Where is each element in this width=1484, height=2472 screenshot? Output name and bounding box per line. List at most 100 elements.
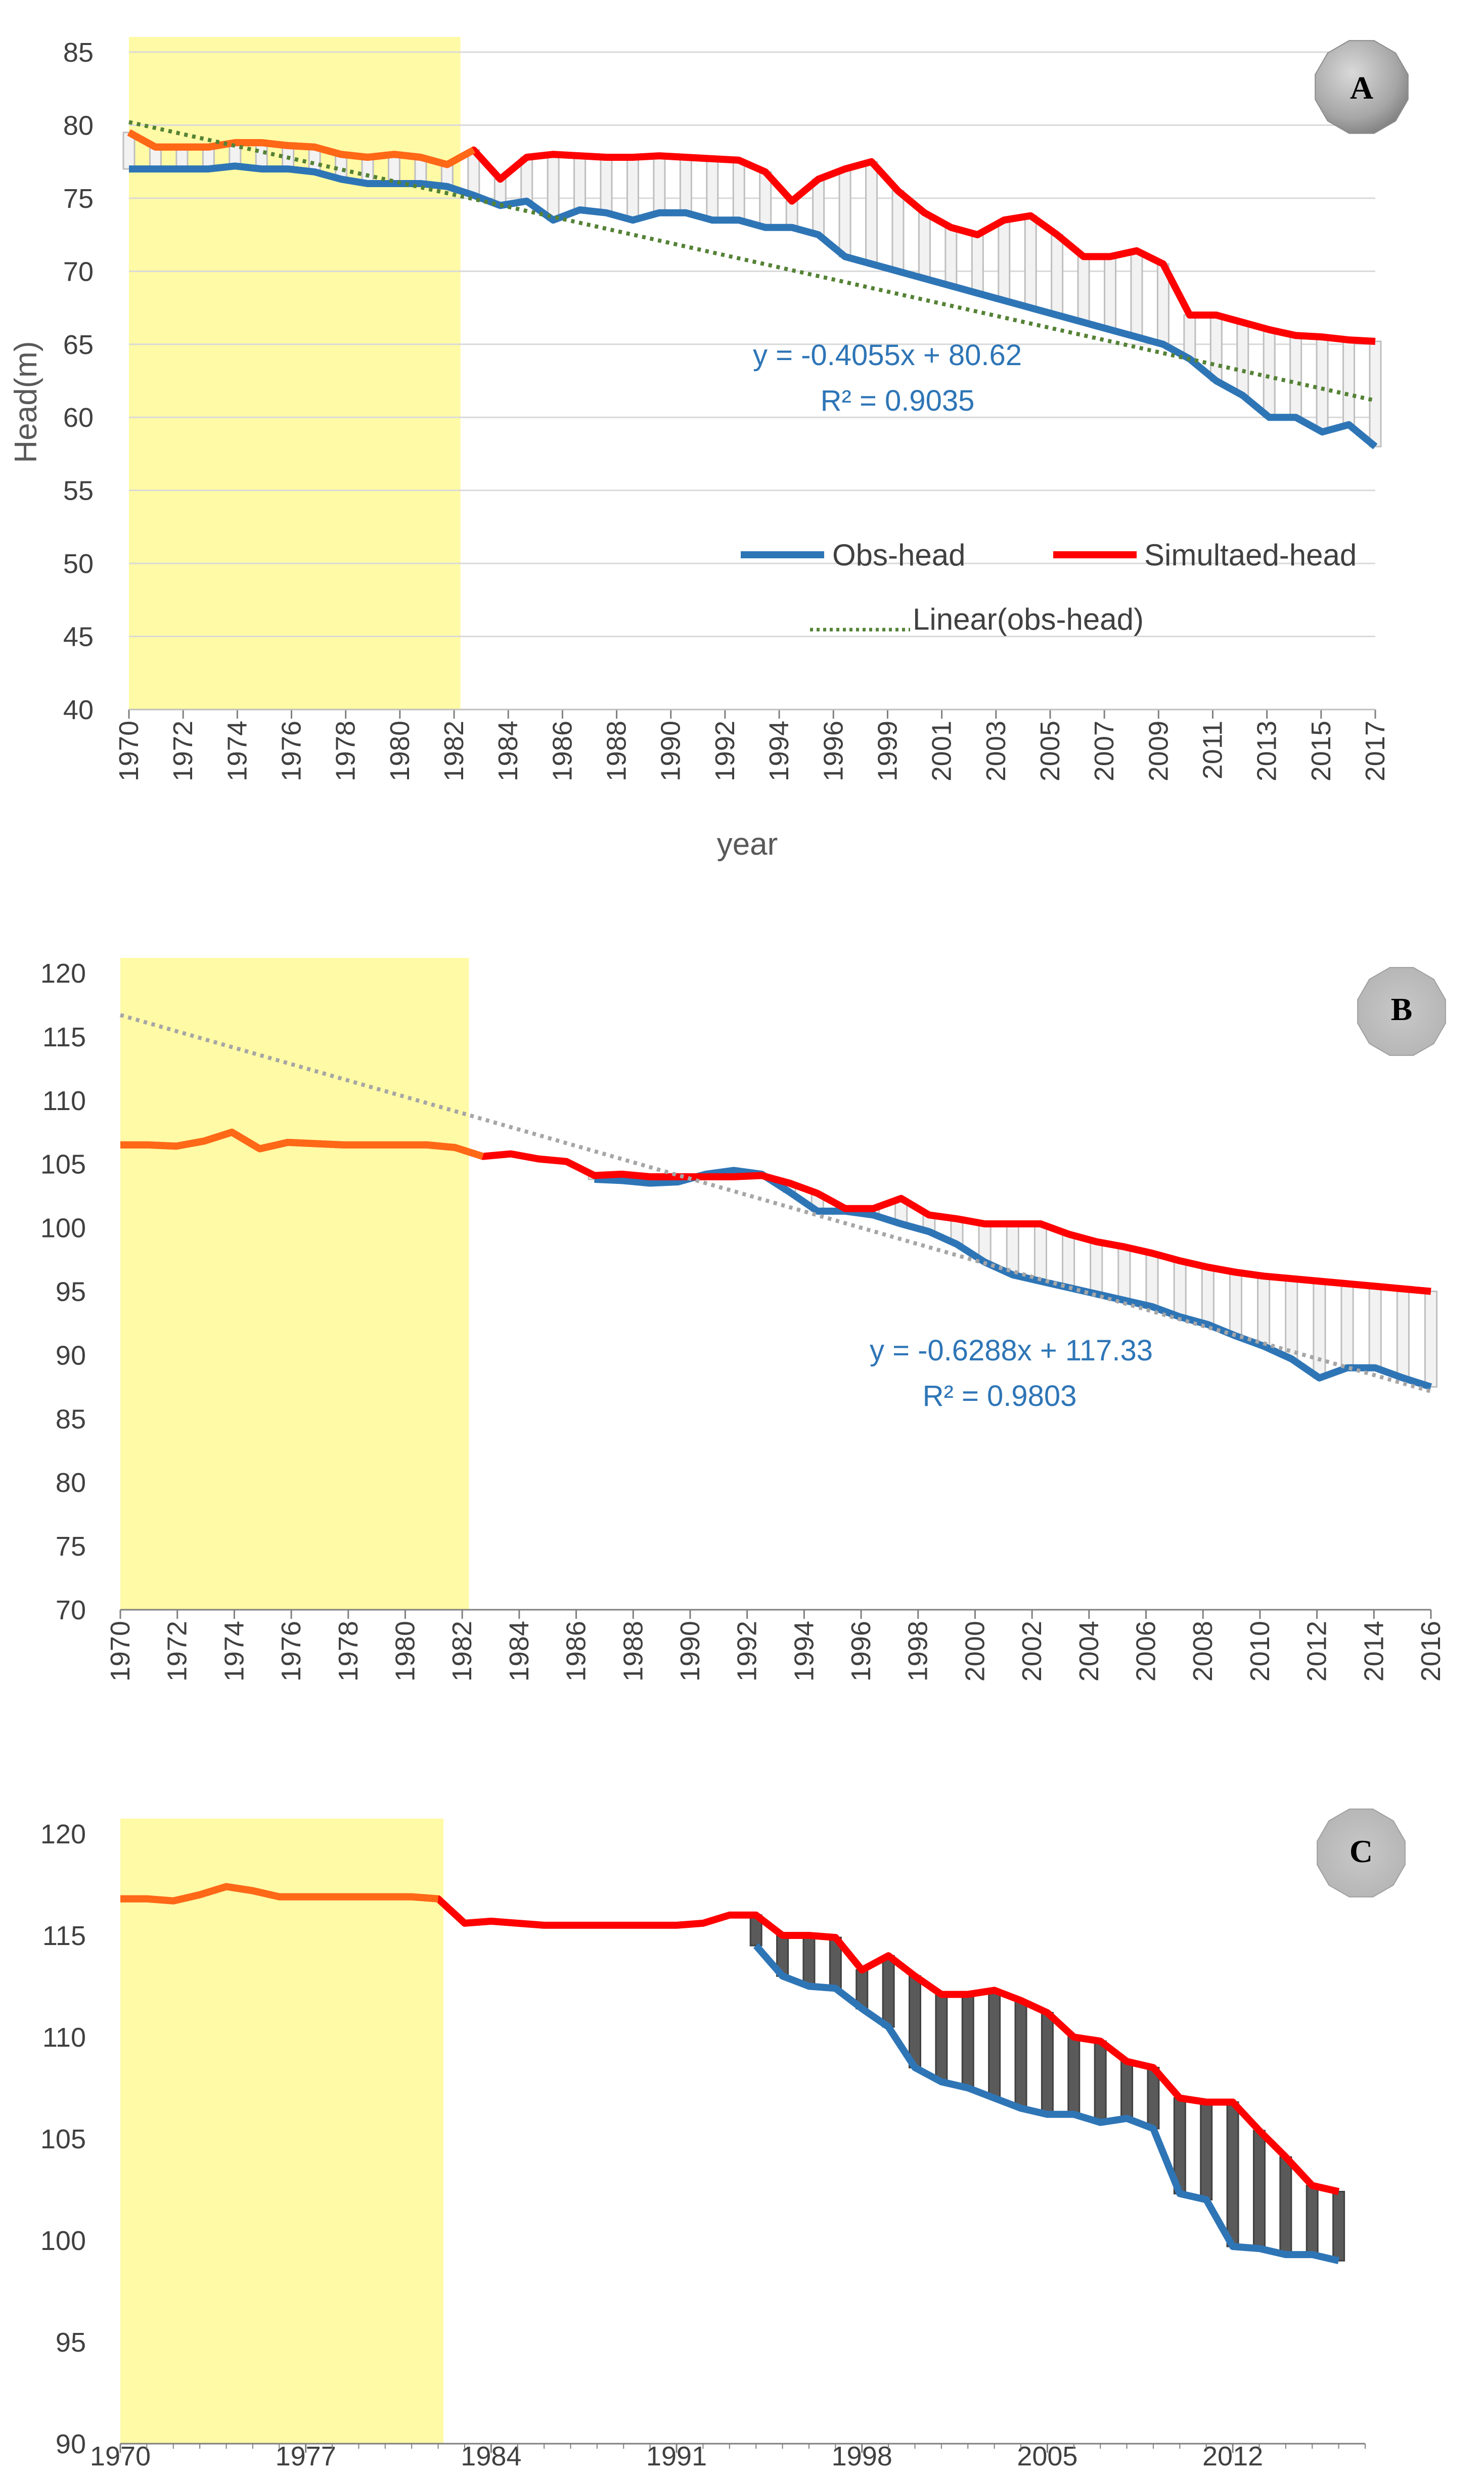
difference-bar: [1396, 1288, 1410, 1379]
y-tick-label: 80: [63, 110, 94, 141]
x-tick-label: 1978: [331, 721, 361, 781]
x-tick-label: 1996: [818, 721, 848, 781]
trendline-obs-head: [128, 120, 1376, 403]
y-tick-label: 65: [63, 330, 94, 360]
x-tick-label: 2009: [1143, 721, 1174, 781]
x-tick-label: 1970: [90, 2441, 151, 2471]
y-axis-ticks: 90 95 100 105 110 115 120: [40, 1819, 86, 2459]
difference-bar: [1424, 1291, 1438, 1388]
trendline-equation: y = -0.4055x + 80.62: [753, 339, 1022, 372]
difference-bar: [732, 159, 745, 221]
series-line-obs-head: [753, 1943, 1340, 2265]
legend-label-linear-trend: Linear(obs-head): [913, 602, 1144, 636]
x-tick-label: 1980: [385, 721, 415, 781]
difference-bar: [918, 212, 931, 280]
y-tick-label: 105: [40, 1150, 86, 1180]
x-tick-label: 2003: [981, 721, 1011, 781]
x-tick-label: 1982: [447, 1621, 477, 1682]
y-tick-label: 110: [42, 2022, 86, 2053]
difference-bar: [1316, 336, 1329, 433]
x-tick-label: 1977: [276, 2441, 336, 2471]
difference-bar: [1104, 255, 1117, 331]
series-line-obs-head: [594, 1167, 1432, 1390]
difference-bar: [1306, 2184, 1319, 2256]
y-tick-label: 45: [63, 622, 94, 652]
data-series: [120, 1883, 1340, 2265]
panel-badge-shape: [1317, 1808, 1406, 1897]
y-tick-label: 40: [63, 695, 94, 725]
panel-label-badge: B: [1357, 967, 1446, 1056]
difference-bar: [961, 1994, 974, 2089]
difference-bar: [1041, 2012, 1054, 2115]
difference-bar: [865, 161, 878, 265]
difference-bar: [1285, 1277, 1298, 1360]
x-tick-label: 1991: [646, 2441, 707, 2471]
difference-bar: [1229, 1271, 1243, 1337]
difference-bar: [882, 1955, 895, 2028]
difference-bar: [679, 156, 692, 214]
difference-bar: [988, 1990, 1001, 2099]
data-series: [127, 120, 1378, 450]
x-tick-label: 2017: [1360, 721, 1390, 781]
x-tick-label: 1974: [222, 721, 252, 781]
difference-bar: [626, 156, 640, 221]
difference-bar: [971, 234, 984, 294]
calibration-period-band: [129, 37, 461, 710]
y-tick-label: 95: [56, 1277, 86, 1307]
difference-bar: [1252, 2130, 1266, 2249]
difference-bar: [1077, 255, 1090, 323]
panel-label-badge: A: [1315, 40, 1409, 134]
difference-bar: [785, 200, 798, 229]
panel-label: B: [1391, 991, 1413, 1027]
difference-bar: [1094, 2040, 1107, 2124]
x-tick-label: 1982: [439, 721, 469, 781]
difference-bar: [1340, 1283, 1354, 1369]
x-tick-label: 1992: [732, 1621, 762, 1682]
y-tick-label: 115: [42, 1022, 86, 1052]
x-tick-label: 1998: [832, 2441, 892, 2471]
y-tick-label: 100: [40, 2226, 86, 2256]
difference-bars: [749, 1914, 1345, 2262]
y-tick-label: 90: [56, 2429, 86, 2459]
difference-bar: [1332, 2191, 1345, 2262]
x-tick-label: 1996: [846, 1621, 876, 1682]
difference-bar: [600, 156, 613, 214]
y-tick-label: 105: [40, 2124, 86, 2154]
y-tick-label: 85: [56, 1404, 86, 1434]
panel-badge-shape: [1315, 40, 1409, 134]
x-tick-label: 2004: [1074, 1621, 1104, 1682]
panel-label: A: [1350, 70, 1373, 106]
difference-bar: [1209, 314, 1223, 382]
x-tick-label: 1998: [903, 1621, 933, 1682]
x-tick-label: 1970: [105, 1621, 136, 1682]
panel-label-badge: C: [1317, 1808, 1406, 1897]
y-tick-label: 120: [40, 958, 86, 989]
difference-bar: [1201, 1266, 1215, 1326]
trendline-equation: y = -0.6288x + 117.33: [870, 1334, 1153, 1367]
difference-bar: [1257, 1275, 1271, 1347]
x-tick-label: 1988: [602, 721, 632, 781]
x-axis-title: year: [717, 827, 778, 862]
calibration-period-band: [120, 1819, 444, 2444]
x-tick-label: 2005: [1017, 2441, 1077, 2471]
series-line-simulated-head-calibration: [127, 129, 476, 168]
difference-bars: [588, 1169, 1438, 1388]
x-tick-label: 2016: [1416, 1621, 1446, 1682]
difference-bar: [1145, 1252, 1159, 1308]
difference-bar: [1024, 215, 1037, 309]
difference-bar: [1183, 314, 1196, 360]
difference-bar: [1006, 1223, 1019, 1276]
y-axis-title: Head(m): [9, 341, 43, 463]
x-tick-label: 1980: [390, 1621, 420, 1682]
legend-label-simulated-head: Simultaed-head: [1144, 538, 1357, 572]
x-tick-label: 1976: [276, 1621, 306, 1682]
x-tick-label: 2014: [1359, 1621, 1389, 1682]
x-tick-label: 1972: [168, 721, 198, 781]
y-tick-label: 55: [63, 476, 94, 506]
difference-bar: [1369, 340, 1382, 448]
y-tick-label: 90: [56, 1340, 86, 1371]
y-tick-label: 50: [63, 549, 94, 579]
difference-bar: [891, 190, 905, 272]
